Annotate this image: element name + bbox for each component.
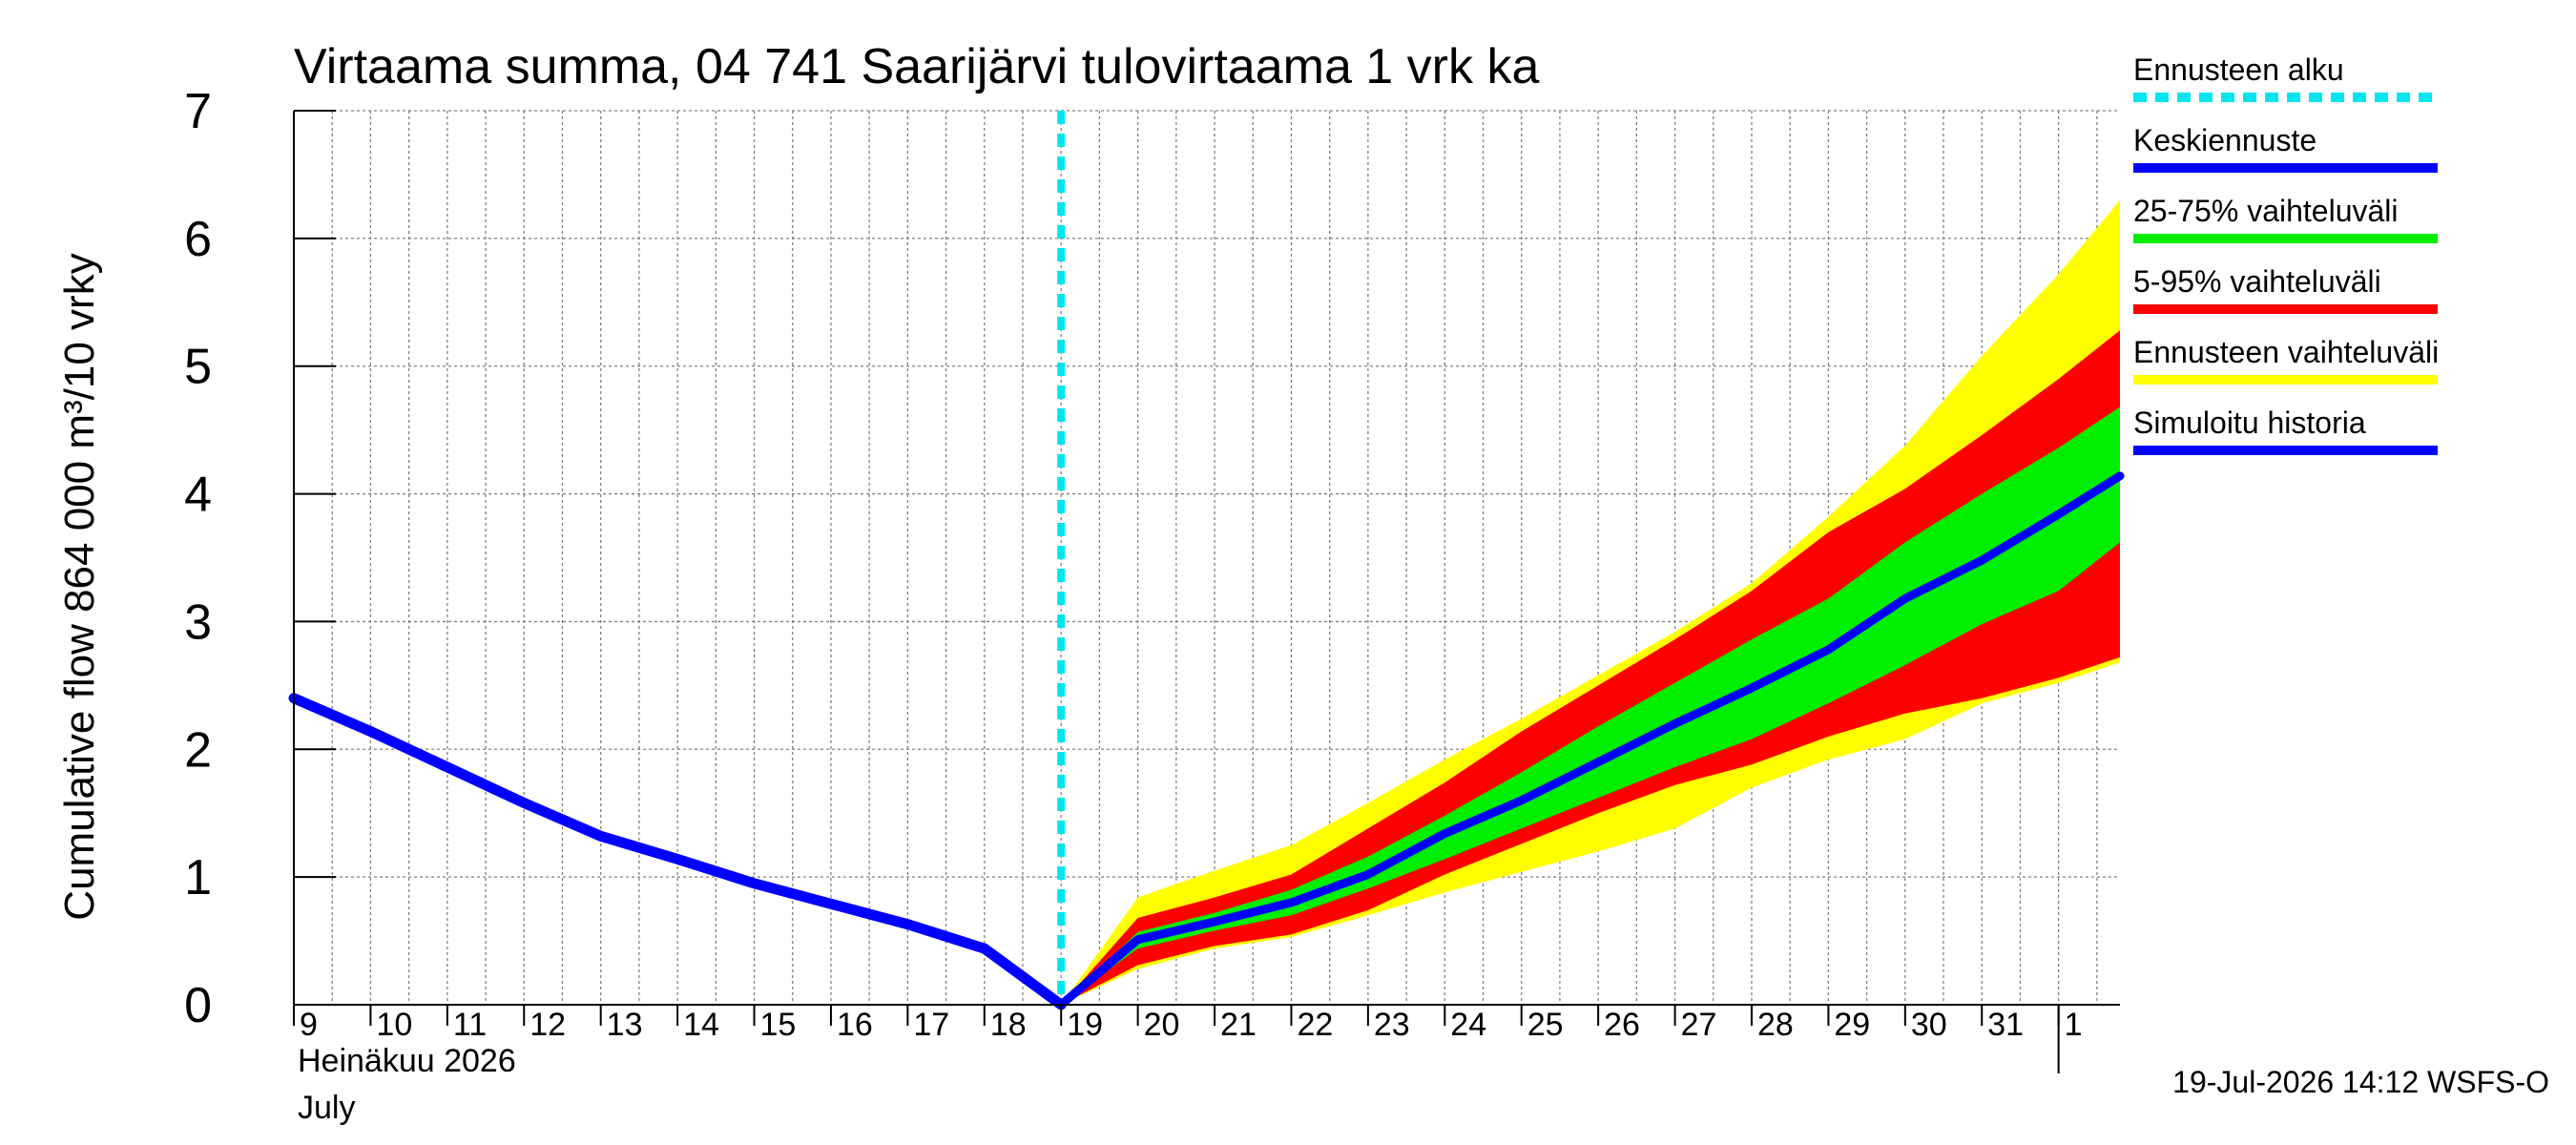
legend-item-band-full: Ennusteen vaihteluväli [2133,335,2439,385]
x-tick-label: 9 [300,1007,318,1043]
legend-label: 5-95% vaihteluväli [2133,264,2381,299]
legend-item-median: Keskiennuste [2133,123,2438,173]
y-tick-label: 3 [184,594,212,650]
x-tick-label: 15 [760,1007,797,1043]
x-tick-label: 14 [683,1007,719,1043]
timestamp-label: 19-Jul-2026 14:12 WSFS-O [2172,1065,2549,1099]
chart-title: Virtaama summa, 04 741 Saarijärvi tulovi… [294,39,1539,94]
x-tick-label: 13 [607,1007,643,1043]
plot-area [288,110,2125,1010]
legend-item-forecast-start: Ennusteen alku [2133,52,2438,102]
legend-item-band-25-75: 25-75% vaihteluväli [2133,194,2438,243]
y-tick-label: 2 [184,722,212,778]
legend-label: Simuloitu historia [2133,406,2366,440]
legend-label: 25-75% vaihteluväli [2133,194,2399,228]
y-tick-label: 4 [184,468,212,523]
x-axis-month-label-en: July [298,1090,355,1126]
x-tick-label: 20 [1144,1007,1180,1043]
x-tick-label: 23 [1374,1007,1410,1043]
x-tick-label: 25 [1527,1007,1564,1043]
x-tick-label: 21 [1220,1007,1257,1043]
x-tick-label: 12 [530,1007,566,1043]
x-tick-label: 16 [837,1007,873,1043]
x-tick-label: 26 [1604,1007,1640,1043]
x-tick-label: 28 [1757,1007,1794,1043]
x-tick-label: 31 [1987,1007,2024,1043]
y-tick-label: 1 [184,850,212,906]
x-tick-label: 17 [913,1007,949,1043]
legend-label: Ennusteen vaihteluväli [2133,335,2439,369]
x-tick-label: 24 [1450,1007,1486,1043]
median-line [1056,471,2125,1010]
x-axis-month-label: Heinäkuu 2026 [298,1043,516,1079]
legend-item-band-5-95: 5-95% vaihteluväli [2133,264,2438,314]
y-axis-label: Cumulative flow 864 000 m³/10 vrky [56,253,103,920]
legend-label: Ennusteen alku [2133,52,2344,87]
y-tick-label: 7 [184,84,212,139]
x-tick-label: 1 [2065,1007,2083,1043]
y-tick-label: 6 [184,212,212,267]
y-tick-label: 5 [184,340,212,395]
x-tick-label: 22 [1297,1007,1333,1043]
x-tick-label: 29 [1834,1007,1870,1043]
x-tick-label: 10 [376,1007,412,1043]
x-tick-label: 11 [453,1007,487,1043]
y-tick-label: 0 [184,978,212,1033]
legend-label: Keskiennuste [2133,123,2316,157]
x-tick-label: 18 [990,1007,1027,1043]
history-line [288,693,1067,1010]
x-tick-label: 19 [1067,1007,1103,1043]
legend-item-history: Simuloitu historia [2133,406,2438,455]
x-tick-label: 27 [1681,1007,1717,1043]
legend: Ennusteen alku Keskiennuste 25-75% vaihtel… [2133,52,2439,455]
x-tick-label: 30 [1911,1007,1947,1043]
